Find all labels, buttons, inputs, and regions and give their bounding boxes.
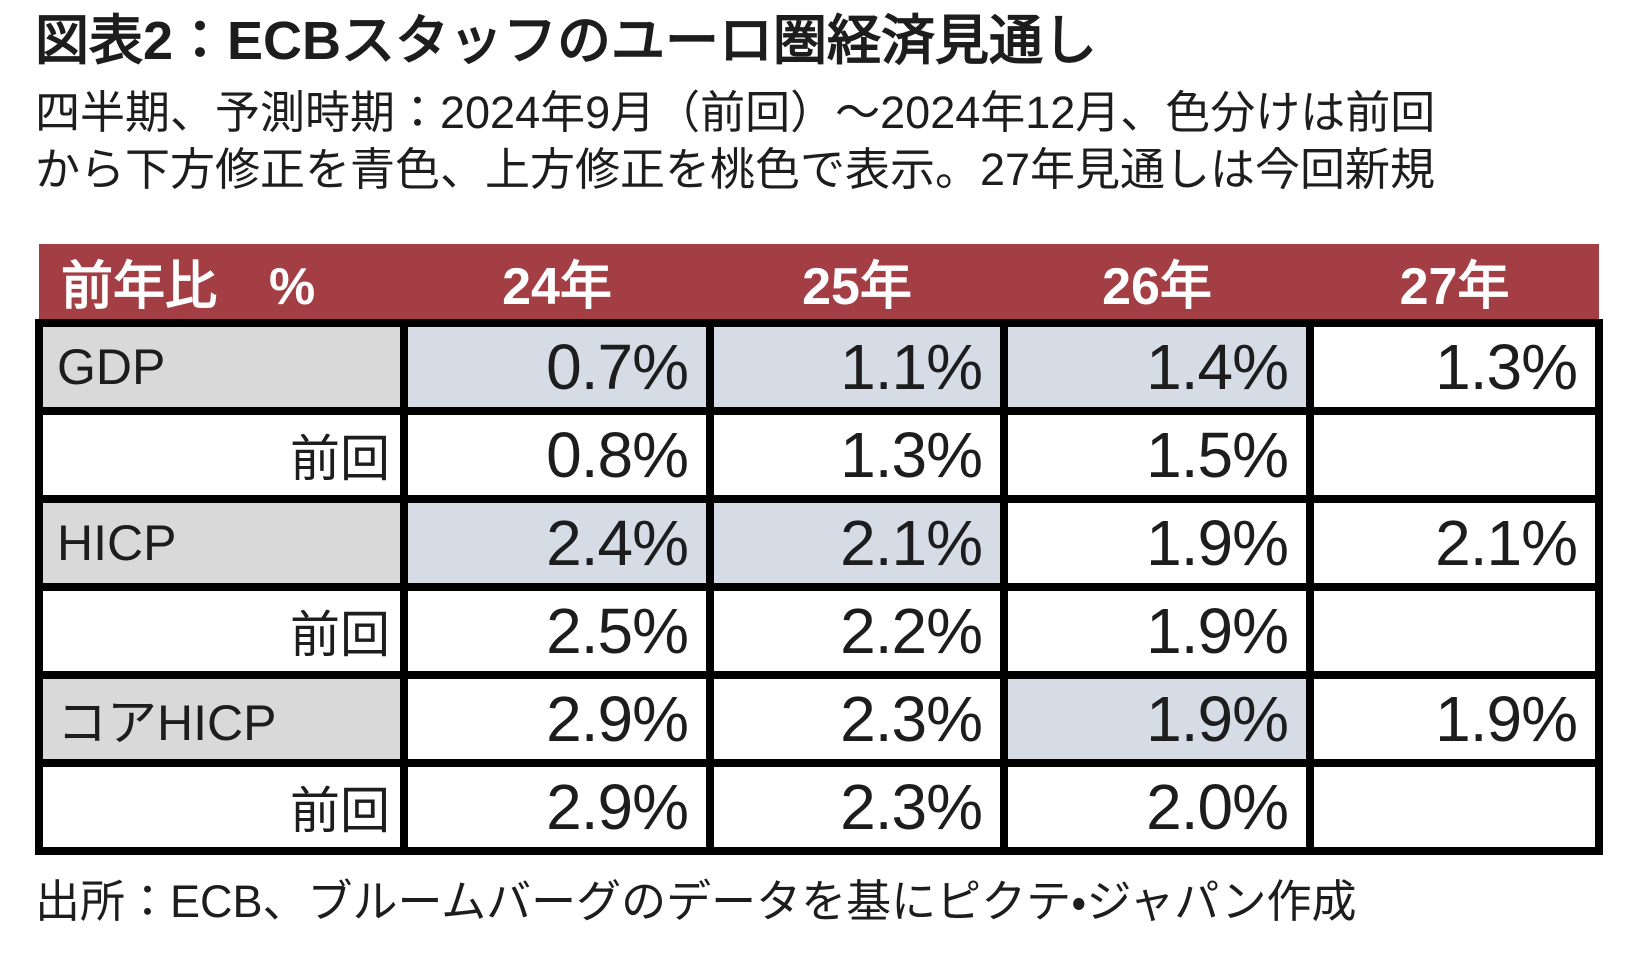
source-note: 出所：ECB、ブルームバーグのデータを基にピクテ・ジャパン作成 bbox=[35, 876, 1357, 927]
row-label-previous: 前回 bbox=[35, 407, 408, 503]
value-cell: 0.8% bbox=[400, 407, 714, 503]
value-cell: 1.5% bbox=[1000, 407, 1314, 503]
figure-subtitle: 四半期、予測時期：2024年9月（前回）～2024年12月、色分けは前回 から下… bbox=[35, 84, 1603, 198]
row-label-core-hicp: コアHICP bbox=[35, 671, 408, 767]
value-cell: 1.9% bbox=[1306, 671, 1603, 767]
value-cell: 2.9% bbox=[400, 759, 714, 855]
figure-title: 図表2：ECBスタッフのユーロ圏経済見通し bbox=[35, 11, 1098, 71]
value-cell bbox=[1306, 407, 1603, 503]
table-row-hicp: HICP 2.4% 2.1% 1.9% 2.1% bbox=[35, 495, 1603, 591]
row-label-hicp: HICP bbox=[35, 495, 408, 591]
value-cell: 1.4% bbox=[1000, 319, 1314, 415]
value-cell: 1.9% bbox=[1000, 671, 1314, 767]
table-row-core-hicp: コアHICP 2.9% 2.3% 1.9% 1.9% bbox=[35, 671, 1603, 767]
row-label-previous: 前回 bbox=[35, 759, 408, 855]
figure-subtitle-line2: から下方修正を青色、上方修正を桃色で表示。27年見通しは今回新規 bbox=[35, 143, 1436, 195]
value-cell: 2.3% bbox=[706, 671, 1008, 767]
row-label-previous: 前回 bbox=[35, 583, 408, 679]
header-year-25: 25年 bbox=[710, 244, 1004, 323]
value-cell: 2.1% bbox=[1306, 495, 1603, 591]
header-year-26: 26年 bbox=[1004, 244, 1310, 323]
header-year-24: 24年 bbox=[404, 244, 710, 323]
value-cell bbox=[1306, 583, 1603, 679]
value-cell: 1.9% bbox=[1000, 583, 1314, 679]
value-cell: 2.4% bbox=[400, 495, 714, 591]
value-cell: 2.2% bbox=[706, 583, 1008, 679]
value-cell: 0.7% bbox=[400, 319, 714, 415]
row-label-gdp: GDP bbox=[35, 319, 408, 415]
value-cell: 2.9% bbox=[400, 671, 714, 767]
header-year-27: 27年 bbox=[1310, 244, 1599, 323]
value-cell: 2.3% bbox=[706, 759, 1008, 855]
value-cell: 2.1% bbox=[706, 495, 1008, 591]
value-cell: 2.5% bbox=[400, 583, 714, 679]
figure-page: 図表2：ECBスタッフのユーロ圏経済見通し 四半期、予測時期：2024年9月（前… bbox=[35, 11, 1603, 927]
value-cell: 1.9% bbox=[1000, 495, 1314, 591]
table-row-core-hicp-previous: 前回 2.9% 2.3% 2.0% bbox=[35, 759, 1603, 855]
table-row-hicp-previous: 前回 2.5% 2.2% 1.9% bbox=[35, 583, 1603, 679]
figure-subtitle-line1: 四半期、予測時期：2024年9月（前回）～2024年12月、色分けは前回 bbox=[35, 86, 1436, 138]
header-unit-label: 前年比 % bbox=[39, 244, 404, 323]
value-cell: 1.3% bbox=[1306, 319, 1603, 415]
value-cell: 1.1% bbox=[706, 319, 1008, 415]
value-cell bbox=[1306, 759, 1603, 855]
table-row-gdp-previous: 前回 0.8% 1.3% 1.5% bbox=[35, 407, 1603, 503]
forecast-table: 前年比 % 24年 25年 26年 27年 GDP 0.7% 1.1% 1.4%… bbox=[35, 244, 1603, 855]
forecast-table-wrap: 前年比 % 24年 25年 26年 27年 GDP 0.7% 1.1% 1.4%… bbox=[35, 244, 1603, 855]
value-cell: 2.0% bbox=[1000, 759, 1314, 855]
table-header-row: 前年比 % 24年 25年 26年 27年 bbox=[39, 244, 1599, 323]
table-row-gdp: GDP 0.7% 1.1% 1.4% 1.3% bbox=[35, 319, 1603, 415]
value-cell: 1.3% bbox=[706, 407, 1008, 503]
